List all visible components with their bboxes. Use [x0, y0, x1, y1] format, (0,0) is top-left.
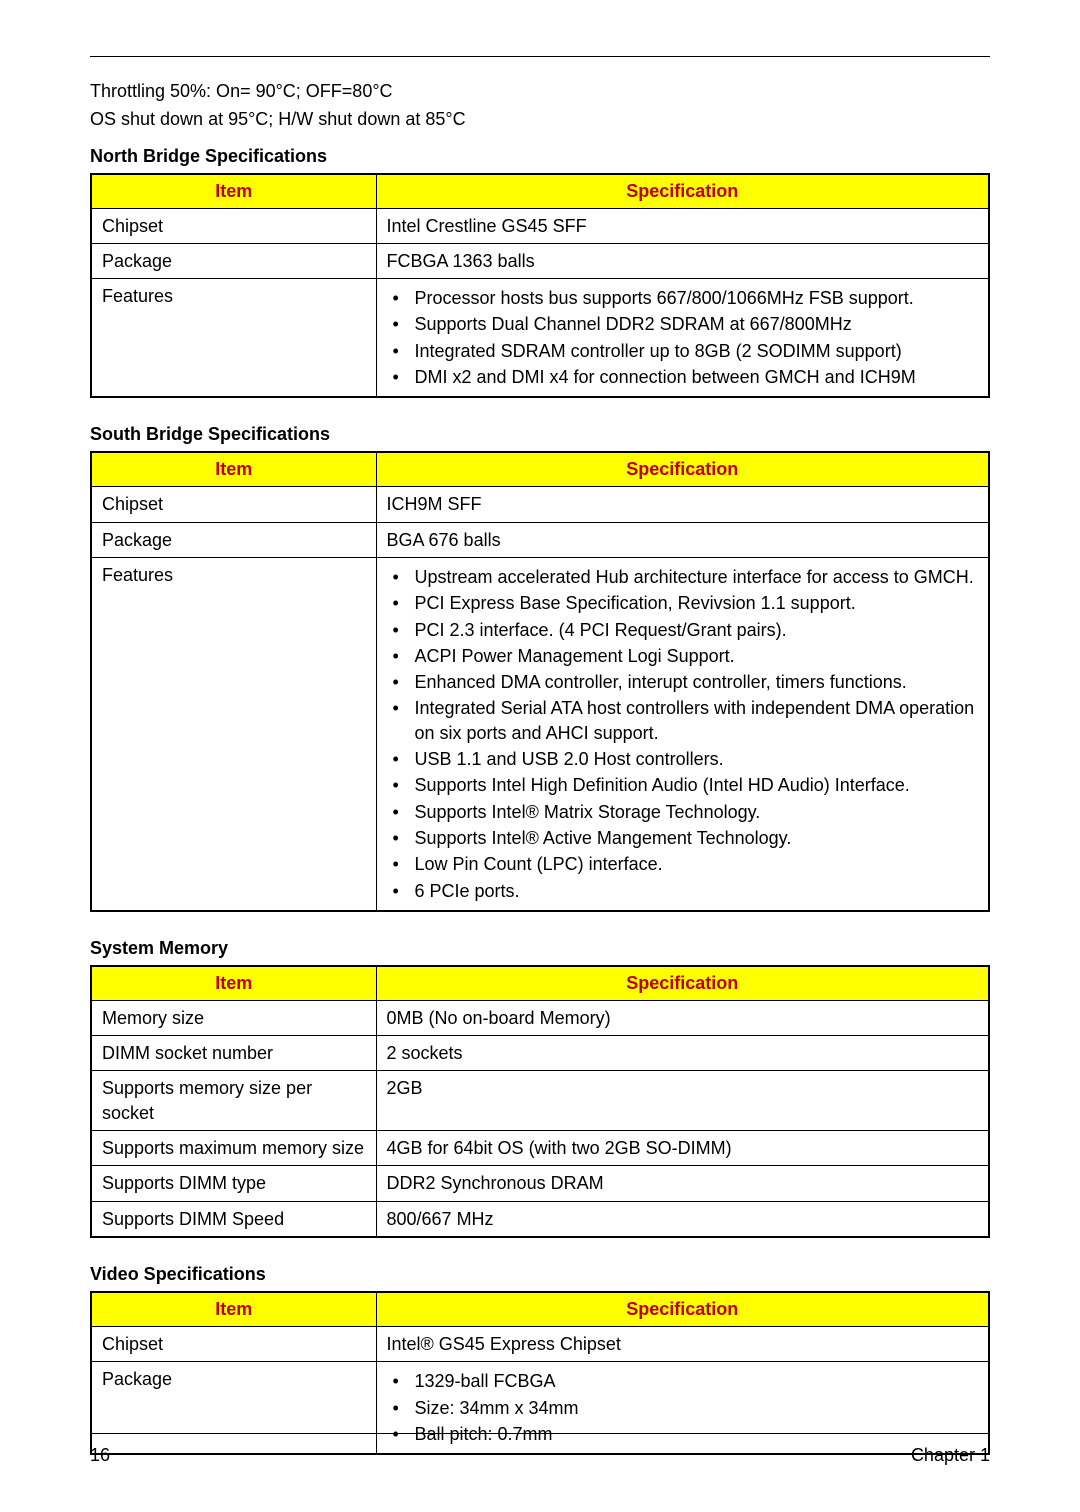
feature-item: ACPI Power Management Logi Support.	[387, 644, 979, 668]
feature-item: USB 1.1 and USB 2.0 Host controllers.	[387, 747, 979, 771]
table-row: Package1329-ball FCBGASize: 34mm x 34mmB…	[91, 1362, 989, 1454]
table-row: ChipsetIntel® GS45 Express Chipset	[91, 1326, 989, 1361]
cell-spec: 4GB for 64bit OS (with two 2GB SO-DIMM)	[376, 1131, 989, 1166]
col-header-item: Item	[91, 174, 376, 209]
intro-line: OS shut down at 95°C; H/W shut down at 8…	[90, 107, 990, 131]
cell-item: Supports memory size per socket	[91, 1071, 376, 1131]
cell-item: Features	[91, 279, 376, 398]
cell-spec: 2 sockets	[376, 1036, 989, 1071]
table-row: Supports DIMM Speed800/667 MHz	[91, 1201, 989, 1237]
col-header-spec: Specification	[376, 966, 989, 1001]
feature-item: Integrated Serial ATA host controllers w…	[387, 696, 979, 745]
cell-item: Supports DIMM type	[91, 1166, 376, 1201]
cell-item: Chipset	[91, 1326, 376, 1361]
section-title: System Memory	[90, 938, 990, 959]
table-row: Features Upstream accelerated Hub archite…	[91, 557, 989, 910]
col-header-item: Item	[91, 966, 376, 1001]
cell-spec: 1329-ball FCBGASize: 34mm x 34mmBall pit…	[376, 1362, 989, 1454]
cell-item: Features	[91, 557, 376, 910]
page-number: 16	[90, 1445, 110, 1466]
cell-spec: Upstream accelerated Hub architecture in…	[376, 557, 989, 910]
cell-spec: DDR2 Synchronous DRAM	[376, 1166, 989, 1201]
table-row: Supports maximum memory size4GB for 64bi…	[91, 1131, 989, 1166]
col-header-item: Item	[91, 452, 376, 487]
page: Throttling 50%: On= 90°C; OFF=80°C OS sh…	[0, 0, 1080, 1512]
table-row: DIMM socket number2 sockets	[91, 1036, 989, 1071]
spec-table: ItemSpecificationChipsetIntel Crestline …	[90, 173, 990, 399]
chapter-label: Chapter 1	[911, 1445, 990, 1466]
feature-item: Integrated SDRAM controller up to 8GB (2…	[387, 339, 979, 363]
feature-item: Supports Intel High Definition Audio (In…	[387, 773, 979, 797]
feature-list: Processor hosts bus supports 667/800/106…	[387, 286, 979, 389]
section-title: North Bridge Specifications	[90, 146, 990, 167]
cell-spec: ICH9M SFF	[376, 487, 989, 522]
col-header-spec: Specification	[376, 1292, 989, 1327]
spec-table: ItemSpecificationChipsetICH9M SFFPackage…	[90, 451, 990, 911]
cell-item: Package	[91, 243, 376, 278]
cell-item: Chipset	[91, 487, 376, 522]
table-row: ChipsetICH9M SFF	[91, 487, 989, 522]
sections: North Bridge SpecificationsItemSpecifica…	[90, 146, 990, 1468]
cell-spec: 800/667 MHz	[376, 1201, 989, 1237]
spec-table: ItemSpecificationMemory size0MB (No on-b…	[90, 965, 990, 1238]
cell-spec: 0MB (No on-board Memory)	[376, 1000, 989, 1035]
feature-item: Low Pin Count (LPC) interface.	[387, 852, 979, 876]
col-header-spec: Specification	[376, 174, 989, 209]
feature-item: Upstream accelerated Hub architecture in…	[387, 565, 979, 589]
feature-item: Size: 34mm x 34mm	[387, 1396, 979, 1420]
cell-item: Chipset	[91, 208, 376, 243]
table-row: Memory size0MB (No on-board Memory)	[91, 1000, 989, 1035]
cell-item: Supports maximum memory size	[91, 1131, 376, 1166]
feature-item: 1329-ball FCBGA	[387, 1369, 979, 1393]
cell-item: Package	[91, 1362, 376, 1454]
feature-item: PCI Express Base Specification, Revivsio…	[387, 591, 979, 615]
cell-item: Package	[91, 522, 376, 557]
section-title: Video Specifications	[90, 1264, 990, 1285]
cell-spec: BGA 676 balls	[376, 522, 989, 557]
rule-bottom	[90, 1433, 990, 1434]
feature-list: 1329-ball FCBGASize: 34mm x 34mmBall pit…	[387, 1369, 979, 1446]
feature-item: Supports Dual Channel DDR2 SDRAM at 667/…	[387, 312, 979, 336]
cell-spec: 2GB	[376, 1071, 989, 1131]
rule-top	[90, 56, 990, 57]
feature-item: 6 PCIe ports.	[387, 879, 979, 903]
cell-spec: Processor hosts bus supports 667/800/106…	[376, 279, 989, 398]
spec-table: ItemSpecificationChipsetIntel® GS45 Expr…	[90, 1291, 990, 1455]
feature-item: PCI 2.3 interface. (4 PCI Request/Grant …	[387, 618, 979, 642]
table-row: PackageFCBGA 1363 balls	[91, 243, 989, 278]
table-row: ChipsetIntel Crestline GS45 SFF	[91, 208, 989, 243]
col-header-spec: Specification	[376, 452, 989, 487]
cell-item: DIMM socket number	[91, 1036, 376, 1071]
cell-spec: FCBGA 1363 balls	[376, 243, 989, 278]
table-row: Supports memory size per socket2GB	[91, 1071, 989, 1131]
feature-item: Processor hosts bus supports 667/800/106…	[387, 286, 979, 310]
intro-line: Throttling 50%: On= 90°C; OFF=80°C	[90, 79, 990, 103]
feature-item: Enhanced DMA controller, interupt contro…	[387, 670, 979, 694]
section-title: South Bridge Specifications	[90, 424, 990, 445]
table-row: Features Processor hosts bus supports 667…	[91, 279, 989, 398]
table-row: PackageBGA 676 balls	[91, 522, 989, 557]
table-row: Supports DIMM typeDDR2 Synchronous DRAM	[91, 1166, 989, 1201]
col-header-item: Item	[91, 1292, 376, 1327]
feature-item: DMI x2 and DMI x4 for connection between…	[387, 365, 979, 389]
feature-item: Supports Intel® Matrix Storage Technolog…	[387, 800, 979, 824]
cell-spec: Intel Crestline GS45 SFF	[376, 208, 989, 243]
feature-item: Supports Intel® Active Mangement Technol…	[387, 826, 979, 850]
cell-item: Memory size	[91, 1000, 376, 1035]
footer: 16 Chapter 1	[90, 1445, 990, 1466]
cell-item: Supports DIMM Speed	[91, 1201, 376, 1237]
intro-block: Throttling 50%: On= 90°C; OFF=80°C OS sh…	[90, 79, 990, 132]
feature-list: Upstream accelerated Hub architecture in…	[387, 565, 979, 903]
cell-spec: Intel® GS45 Express Chipset	[376, 1326, 989, 1361]
